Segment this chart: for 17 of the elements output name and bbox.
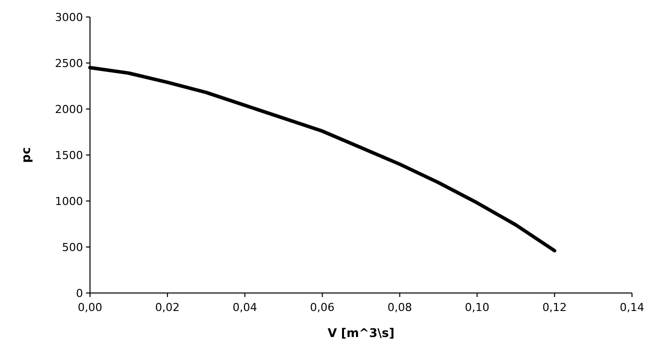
x-axis-title: V [m^3\s] <box>328 326 394 340</box>
x-tick-label: 0,00 <box>78 301 102 314</box>
y-tick-label: 2000 <box>55 103 83 116</box>
y-tick-label: 0 <box>76 287 83 300</box>
x-tick-label: 0,08 <box>387 301 412 314</box>
y-axis-title: pc <box>19 147 33 163</box>
x-tick-label: 0,02 <box>155 301 180 314</box>
x-tick-label: 0,12 <box>542 301 567 314</box>
x-tick-label: 0,06 <box>310 301 335 314</box>
x-tick-label: 0,10 <box>464 301 490 314</box>
y-tick-label: 1500 <box>55 149 83 162</box>
y-tick-label: 3000 <box>55 11 83 24</box>
x-tick-label: 0,04 <box>232 301 258 314</box>
y-tick-label: 2500 <box>55 57 83 70</box>
y-tick-label: 500 <box>62 241 83 254</box>
y-tick-label: 1000 <box>55 195 83 208</box>
x-tick-label: 0,14 <box>620 301 644 314</box>
